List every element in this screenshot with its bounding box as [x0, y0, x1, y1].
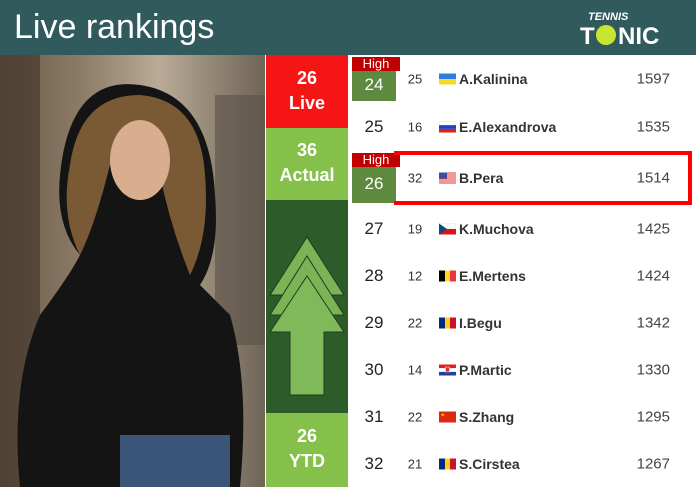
rank-value: 31: [364, 406, 384, 426]
points: 1342: [636, 314, 670, 331]
czech-flag-icon: [439, 223, 456, 234]
points: 1597: [636, 70, 670, 88]
ranking-summary: 26 Live 36 Actual 26 YTD: [266, 55, 348, 487]
live-rank: 24 High: [352, 57, 400, 101]
points: 1535: [636, 118, 670, 136]
ytd-rank-box: 26 YTD: [266, 413, 348, 487]
russia-flag-icon: [439, 121, 456, 133]
header: Live rankings TENNIS T NIC: [0, 0, 696, 55]
previous-rank: 22: [407, 409, 423, 424]
table-row[interactable]: 26 High 32 B.Pera 1514: [348, 151, 696, 205]
live-rank: 31: [352, 393, 396, 440]
ytd-rank-value: 26: [296, 426, 318, 446]
live-rank: 26 High: [352, 153, 400, 203]
previous-rank: 16: [407, 119, 423, 135]
table-row[interactable]: 32 21 S.Cirstea 1267: [348, 440, 696, 487]
table-row[interactable]: 24 High 25 A.Kalinina 1597: [348, 55, 696, 103]
live-rank-label: Live: [288, 93, 326, 113]
rank-value: 25: [364, 117, 384, 136]
previous-rank: 32: [407, 170, 423, 186]
table-row[interactable]: 30 14 P.Martic 1330: [348, 346, 696, 393]
usa-flag-icon: [439, 172, 456, 184]
live-rank: 25: [352, 103, 396, 151]
player-name[interactable]: I.Begu: [459, 314, 502, 331]
player-name[interactable]: E.Mertens: [459, 267, 526, 284]
rank-value: 26: [364, 174, 384, 193]
player-name[interactable]: P.Martic: [459, 361, 512, 378]
rank-value: 29: [364, 312, 384, 332]
previous-rank: 22: [407, 315, 423, 330]
rank-value: 32: [364, 453, 384, 473]
actual-rank-value: 36: [296, 140, 318, 160]
live-rank: 28: [352, 252, 396, 299]
table-row[interactable]: 27 19 K.Muchova 1425: [348, 205, 696, 252]
china-flag-icon: ★: [439, 411, 456, 422]
belgium-flag-icon: [439, 270, 456, 281]
previous-rank: 21: [407, 456, 423, 471]
player-name[interactable]: A.Kalinina: [459, 71, 528, 87]
actual-rank-label: Actual: [279, 165, 335, 185]
live-rank: 30: [352, 346, 396, 393]
selected-row-highlight: [394, 151, 692, 205]
live-rank-box: 26 Live: [266, 55, 348, 128]
svg-text:TENNIS: TENNIS: [588, 11, 629, 23]
table-row[interactable]: 31 22 ★ S.Zhang 1295: [348, 393, 696, 440]
previous-rank: 12: [407, 268, 423, 283]
live-rank: 27: [352, 205, 396, 252]
ytd-rank-label: YTD: [289, 451, 325, 471]
player-name[interactable]: B.Pera: [459, 170, 504, 186]
career-high-badge: High: [352, 153, 400, 167]
rank-value: 24: [364, 75, 384, 94]
points: 1425: [636, 220, 670, 237]
points: 1424: [636, 267, 670, 284]
svg-text:★: ★: [441, 412, 446, 418]
rankings-table: 24 High 25 A.Kalinina 1597 25 16 E.Alexan…: [348, 55, 696, 487]
table-row[interactable]: 29 22 I.Begu 1342: [348, 299, 696, 346]
table-row[interactable]: 28 12 E.Mertens 1424: [348, 252, 696, 299]
croatia-flag-icon: [439, 364, 456, 375]
points: 1514: [636, 169, 670, 187]
previous-rank: 25: [407, 71, 423, 87]
live-rank: 29: [352, 299, 396, 346]
arrow-panel: [266, 200, 348, 413]
romania-flag-icon: [439, 458, 456, 469]
svg-text:NIC: NIC: [618, 23, 659, 48]
romania-flag-icon: [439, 317, 456, 328]
player-photo: [0, 55, 265, 487]
player-name[interactable]: E.Alexandrova: [459, 119, 557, 135]
actual-rank-box: 36 Actual: [266, 128, 348, 200]
points: 1295: [636, 408, 670, 425]
svg-text:T: T: [580, 23, 595, 48]
live-rank-value: 26: [296, 68, 318, 88]
points: 1330: [636, 361, 670, 378]
tennis-tonic-logo: TENNIS T NIC: [580, 11, 659, 48]
player-name[interactable]: S.Cirstea: [459, 455, 520, 472]
rank-value: 28: [364, 265, 384, 285]
table-row[interactable]: 25 16 E.Alexandrova 1535: [348, 103, 696, 151]
ukraine-flag-icon: [439, 73, 456, 85]
previous-rank: 19: [407, 221, 423, 236]
rank-value: 27: [364, 218, 384, 238]
player-name[interactable]: S.Zhang: [459, 408, 515, 425]
previous-rank: 14: [407, 362, 423, 377]
rank-value: 30: [364, 359, 384, 379]
career-high-badge: High: [352, 57, 400, 71]
player-name[interactable]: K.Muchova: [459, 220, 534, 237]
live-rank: 32: [352, 440, 396, 487]
points: 1267: [636, 455, 670, 472]
page-title: Live rankings: [14, 8, 215, 46]
arrow-up-icon: [269, 236, 345, 396]
